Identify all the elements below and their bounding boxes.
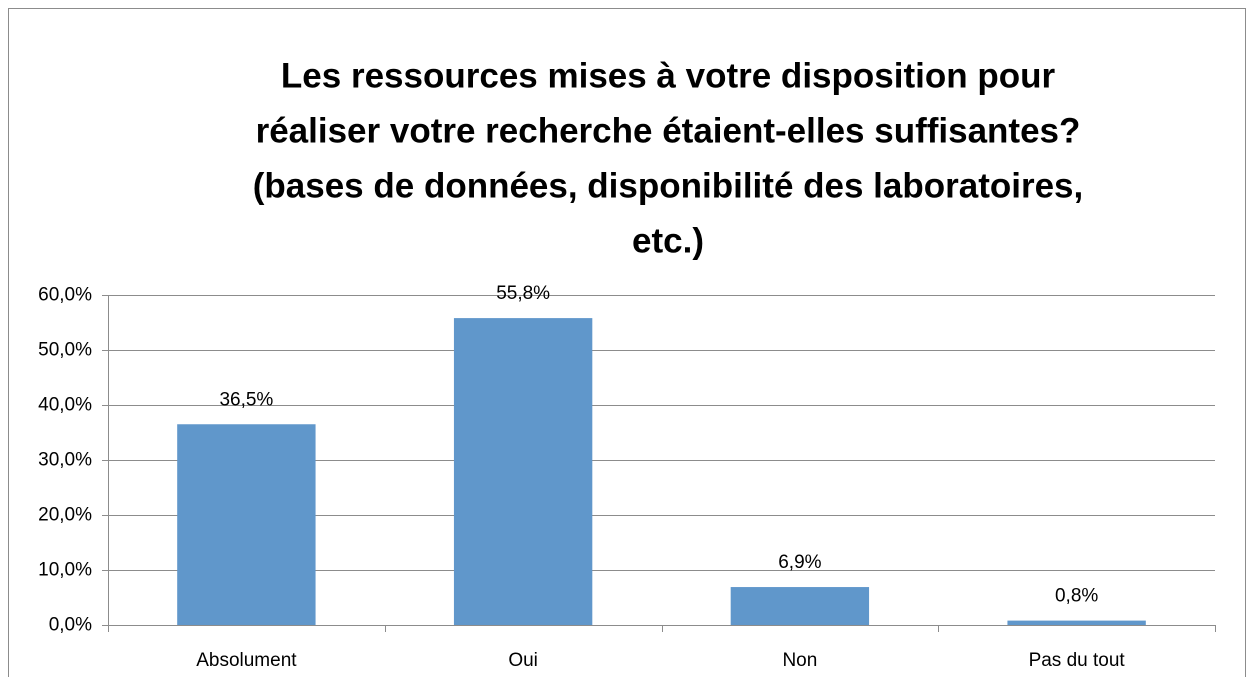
x-tick-label: Absolument (196, 650, 297, 671)
data-label: 0,8% (1055, 586, 1098, 607)
y-tick-label: 20,0% (38, 505, 92, 526)
chart-title: Les ressources mises à votre disposition… (281, 56, 1056, 95)
y-tick-label: 10,0% (38, 560, 92, 581)
y-tick-label: 40,0% (38, 395, 92, 416)
chart-title: réaliser votre recherche étaient-elles s… (256, 111, 1081, 150)
bar (1007, 620, 1146, 625)
y-tick-label: 0,0% (49, 615, 92, 636)
x-tick-label: Pas du tout (1029, 650, 1126, 671)
chart-title: (bases de données, disponibilité des lab… (253, 166, 1083, 205)
data-label: 36,5% (219, 389, 273, 410)
y-tick-label: 50,0% (38, 340, 92, 361)
data-label: 6,9% (778, 552, 821, 573)
bar (177, 424, 316, 625)
y-tick-label: 30,0% (38, 450, 92, 471)
bar (730, 587, 870, 625)
data-label: 55,8% (496, 283, 550, 304)
chart-title: etc.) (632, 221, 704, 260)
y-tick-label: 60,0% (38, 285, 92, 306)
bar (453, 318, 593, 625)
x-tick-label: Non (782, 650, 817, 671)
x-tick-label: Oui (508, 650, 538, 671)
